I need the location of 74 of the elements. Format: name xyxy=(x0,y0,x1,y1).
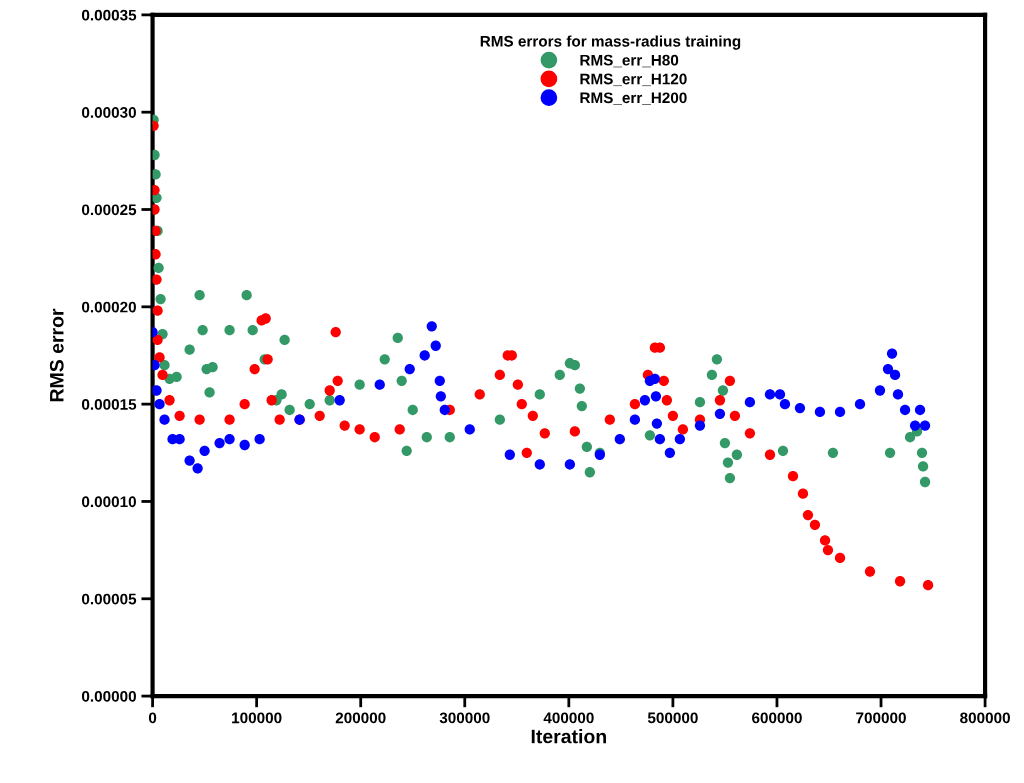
point xyxy=(889,369,901,381)
x-tick-label: 500000 xyxy=(647,712,698,724)
point xyxy=(854,398,866,410)
point xyxy=(654,434,666,445)
point xyxy=(649,373,661,384)
point xyxy=(239,439,250,451)
point xyxy=(899,404,911,416)
point xyxy=(629,414,641,425)
point xyxy=(651,418,663,429)
x-axis-title: Iteration xyxy=(531,729,606,744)
point xyxy=(874,385,886,396)
x-tick-label: 400000 xyxy=(543,712,594,724)
point xyxy=(192,463,203,474)
point xyxy=(154,398,165,410)
point xyxy=(794,402,806,414)
x-tick-label: 800000 xyxy=(960,712,1010,724)
point xyxy=(674,434,686,445)
point xyxy=(184,455,195,466)
point xyxy=(224,434,235,445)
legend-label: RMS_err_H80 xyxy=(580,54,679,68)
point xyxy=(374,379,385,390)
y-tick-label: 0.00025 xyxy=(81,204,137,216)
point xyxy=(430,340,441,351)
y-tick-label: 0.00030 xyxy=(81,107,136,118)
point xyxy=(214,437,225,449)
point xyxy=(814,406,826,418)
point xyxy=(159,414,170,425)
point xyxy=(744,397,756,408)
y-tick-label: 0.00010 xyxy=(81,496,136,508)
point xyxy=(886,348,898,359)
y-tick-label: 0.00020 xyxy=(81,301,136,313)
point xyxy=(439,404,450,416)
point xyxy=(504,449,515,460)
point xyxy=(426,321,437,332)
point xyxy=(834,406,846,418)
x-tick-label: 200000 xyxy=(335,712,386,724)
point xyxy=(334,395,345,406)
x-tick-label: 100000 xyxy=(232,712,282,724)
y-tick-label: 0.00035 xyxy=(81,9,137,21)
point xyxy=(779,398,791,410)
point xyxy=(199,445,210,456)
point xyxy=(404,363,415,375)
point xyxy=(664,447,676,458)
point xyxy=(919,420,931,431)
y-tick-label: 0.00000 xyxy=(81,690,136,702)
x-tick-label: 600000 xyxy=(752,712,802,724)
point xyxy=(564,459,576,470)
point xyxy=(152,385,162,396)
point xyxy=(639,395,651,406)
point xyxy=(909,420,921,431)
point xyxy=(464,424,475,435)
point xyxy=(534,459,545,470)
point xyxy=(892,389,904,400)
point xyxy=(764,389,776,400)
x-tick-label: 0 xyxy=(148,712,157,724)
y-axis-title: RMS error xyxy=(49,308,64,402)
point xyxy=(419,350,430,361)
legend-label: RMS_err_H120 xyxy=(580,73,687,87)
point xyxy=(914,404,926,416)
point xyxy=(714,408,726,420)
point xyxy=(694,420,706,431)
point xyxy=(254,434,265,445)
legend-title: RMS errors for mass-radius training xyxy=(480,35,741,50)
point xyxy=(614,434,625,445)
point xyxy=(650,391,662,402)
point xyxy=(435,391,446,402)
x-tick-label: 300000 xyxy=(439,712,490,724)
legend-label: RMS_err_H200 xyxy=(580,92,687,105)
y-tick-label: 0.00005 xyxy=(81,593,137,605)
y-tick-label: 0.00015 xyxy=(81,399,137,410)
point xyxy=(882,363,894,375)
x-tick-label: 700000 xyxy=(856,712,906,724)
point xyxy=(774,389,786,400)
point xyxy=(434,375,445,386)
